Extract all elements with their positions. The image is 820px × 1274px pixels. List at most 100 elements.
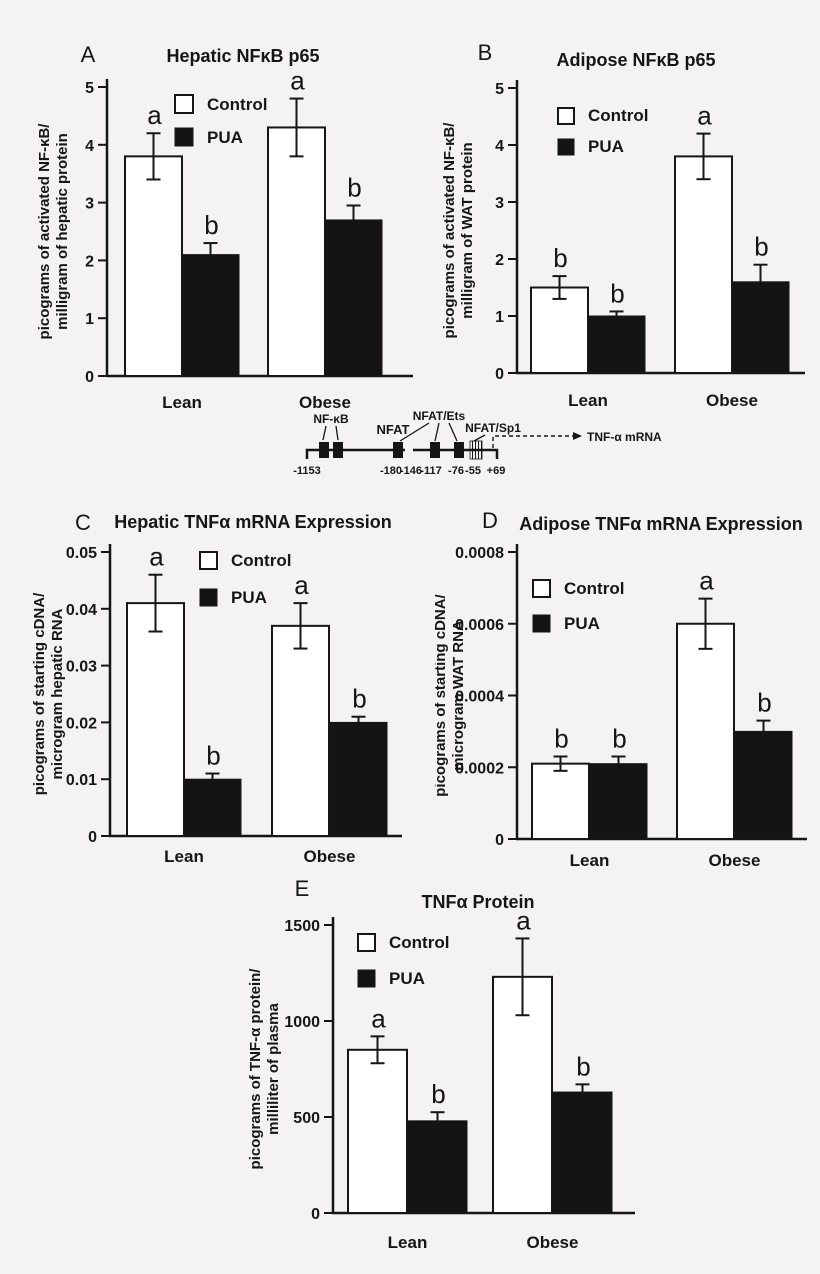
control-bar-obese: [674, 155, 733, 374]
panel-letter: C: [75, 510, 91, 535]
pua-bar-lean: [181, 254, 240, 377]
x-category-label: Lean: [164, 847, 204, 866]
chart-title: Hepatic NFκB p65: [166, 46, 319, 66]
legend-control-swatch: [357, 933, 376, 952]
x-category-label: Obese: [527, 1233, 579, 1252]
panel-b-adipose-nfkb: B Adipose NFκB p65 picograms of activated …: [440, 20, 818, 422]
y-tick-label: 1: [85, 311, 94, 328]
site-label-nfat-ets: NFAT/Ets: [413, 409, 466, 423]
control-bar-obese: [676, 622, 735, 840]
y-axis-label: picograms of activated NF-κB/milligram o…: [441, 122, 476, 339]
nfat-ets-site-box: [430, 442, 440, 458]
legend-pua-swatch: [357, 969, 376, 988]
x-category-label: Lean: [162, 393, 202, 412]
significance-letter: b: [431, 1079, 445, 1109]
pua-bar-lean: [587, 315, 646, 374]
legend-pua-label: PUA: [207, 128, 243, 147]
significance-letter: b: [206, 741, 220, 771]
panel-letter: D: [482, 508, 498, 533]
y-axis-label-line: picograms of TNF-α protein/: [247, 968, 264, 1170]
x-category-label: Obese: [299, 393, 351, 412]
y-tick-label: 2: [495, 252, 504, 269]
significance-letter: b: [612, 723, 626, 753]
y-tick-label: 0.0004: [455, 689, 504, 706]
significance-letter: a: [147, 100, 162, 130]
legend-pua-label: PUA: [231, 588, 267, 607]
significance-letter: a: [371, 1003, 386, 1033]
y-tick-label: 5: [85, 80, 94, 97]
y-axis-label-line: microgram WAT RNA: [450, 620, 467, 771]
position-label: -146: [400, 465, 422, 477]
y-tick-label: 0.0008: [455, 545, 504, 562]
control-bar-lean: [347, 1048, 408, 1214]
legend-pua-swatch: [532, 614, 551, 633]
legend-control-swatch: [199, 551, 218, 570]
y-axis-label: picograms of starting cDNA/microgram WAT…: [435, 593, 467, 796]
panel-c-hepatic-tnfa-mrna: C Hepatic TNFα mRNA Expression picograms o…: [30, 496, 435, 868]
panel-e-tnfa-protein: E TNFα Protein picograms of TNF-α protein/…: [180, 872, 650, 1268]
y-tick-label: 0.05: [66, 545, 97, 562]
significance-letter: a: [516, 905, 531, 935]
significance-letter: a: [290, 66, 305, 96]
legend-pua-label: PUA: [389, 969, 425, 988]
y-axis-label-line: milliliter of plasma: [265, 1002, 282, 1134]
y-tick-label: 3: [495, 195, 504, 212]
y-axis-label-line: picograms of activated NF-κB/: [441, 122, 458, 339]
x-category-label: Lean: [568, 391, 608, 410]
legend-pua-label: PUA: [588, 137, 624, 156]
x-category-label: Obese: [709, 851, 761, 868]
y-axis-label-line: microgram hepatic RNA: [49, 608, 66, 779]
y-tick-label: 0.02: [66, 715, 97, 732]
connector-ets-left: [399, 422, 430, 442]
x-category-label: Obese: [706, 391, 758, 410]
x-category-label: Lean: [388, 1233, 428, 1252]
y-axis-label-line: milligram of WAT protein: [459, 142, 476, 318]
significance-letter: b: [347, 172, 361, 202]
significance-letter: a: [294, 570, 309, 600]
panel-a-hepatic-nfkb: A Hepatic NFκB p65 picograms of activated …: [25, 20, 439, 422]
significance-letter: b: [754, 232, 768, 262]
panel-E-chart: E TNFα Protein picograms of TNF-α protein/…: [247, 876, 635, 1252]
connector-ets-right: [448, 422, 458, 442]
pua-bar-lean: [589, 763, 648, 840]
x-category-label: Lean: [570, 851, 610, 868]
control-bar-obese: [267, 126, 326, 377]
y-tick-label: 500: [293, 1110, 320, 1127]
hatched-site-box: [469, 440, 483, 460]
y-tick-label: 0.03: [66, 659, 97, 676]
y-tick-label: 1500: [284, 918, 320, 935]
control-bar-lean: [126, 602, 185, 838]
control-bar-lean: [531, 762, 590, 841]
y-tick-label: 0.01: [66, 772, 97, 789]
y-tick-label: 0.0002: [455, 760, 504, 777]
significance-letter: b: [352, 684, 366, 714]
y-tick-label: 1: [495, 309, 504, 326]
position-label: -180: [380, 465, 402, 477]
mrna-arrow-label: TNF-α mRNA: [587, 430, 662, 444]
y-tick-label: 0.04: [66, 602, 97, 619]
significance-letter: a: [699, 566, 714, 596]
pua-bar-obese: [731, 281, 790, 374]
y-tick-label: 3: [85, 196, 94, 213]
panel-A-chart: A Hepatic NFκB p65 picograms of activated …: [36, 42, 413, 412]
chart-title: TNFα Protein: [421, 892, 534, 912]
y-tick-label: 0: [495, 366, 504, 383]
position-label: +69: [487, 465, 506, 477]
legend-control-label: Control: [564, 579, 624, 598]
tnfa-promoter-diagram: NF-κB NFAT NFAT/Ets NFAT/Sp1 -1153 -180 -146 -1…: [243, 408, 663, 492]
y-tick-label: 2: [85, 253, 94, 270]
y-tick-label: 0.0006: [455, 617, 504, 634]
y-tick-label: 1000: [284, 1014, 320, 1031]
panel-C-chart: C Hepatic TNFα mRNA Expression picograms o…: [31, 510, 402, 866]
significance-letter: a: [697, 101, 712, 131]
legend-control-label: Control: [207, 95, 267, 114]
position-label: -117: [420, 465, 441, 477]
y-axis-label: picograms of starting cDNA/microgram hep…: [31, 592, 66, 795]
nfat-sp1-site-box: [454, 442, 464, 458]
panel-letter: A: [81, 42, 96, 67]
site-label-nfat-sp1: NFAT/Sp1: [465, 421, 521, 435]
nfkb-site-box-1: [319, 442, 329, 458]
significance-letter: a: [149, 542, 164, 572]
significance-letter: b: [204, 210, 218, 240]
